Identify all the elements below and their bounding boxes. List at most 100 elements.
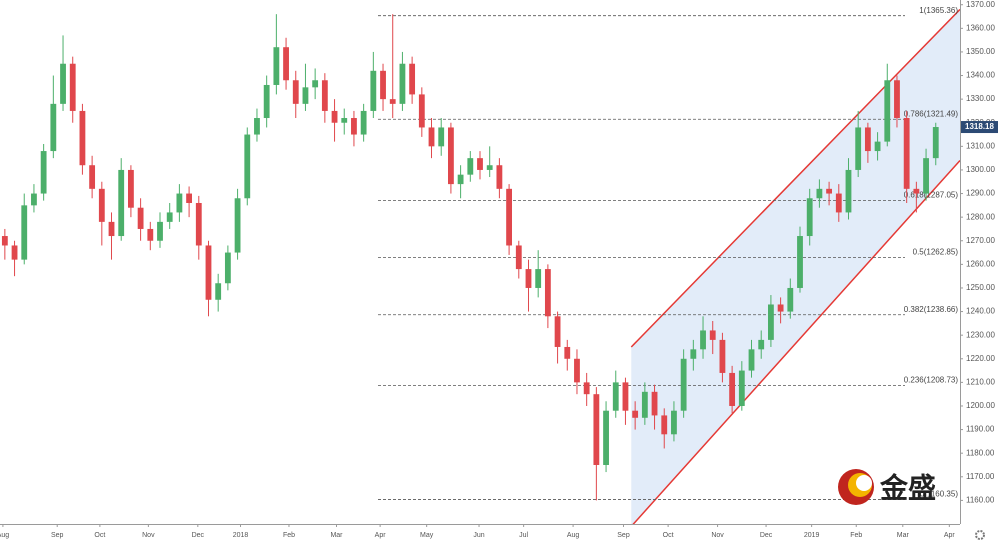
candle-body bbox=[535, 269, 542, 288]
candle-body bbox=[351, 118, 357, 135]
candle-body bbox=[738, 370, 745, 406]
candle-body bbox=[205, 245, 212, 300]
candle-body bbox=[486, 165, 493, 170]
candle-body bbox=[826, 188, 832, 194]
candle-body bbox=[341, 118, 348, 123]
fib-label: 0(1160.35) bbox=[920, 490, 958, 499]
candle-body bbox=[448, 127, 454, 185]
candle-body bbox=[79, 110, 86, 166]
candle-body bbox=[680, 358, 687, 411]
candle-body bbox=[418, 94, 425, 128]
channel-line bbox=[632, 160, 960, 524]
candle-body bbox=[554, 316, 561, 347]
candle-body bbox=[903, 118, 910, 189]
fib-label: 0.5(1262.85) bbox=[913, 248, 959, 257]
candle-body bbox=[467, 158, 474, 175]
x-tick-label: Jul bbox=[519, 532, 528, 539]
x-tick-label: Oct bbox=[94, 532, 105, 539]
y-tick-label: 1200.00 bbox=[966, 401, 995, 410]
candle-body bbox=[583, 382, 590, 395]
y-tick-label: 1210.00 bbox=[966, 377, 995, 386]
candle-body bbox=[147, 228, 154, 241]
candle-body bbox=[69, 63, 76, 111]
settings-gear[interactable] bbox=[975, 530, 985, 540]
candle-body bbox=[21, 205, 28, 260]
x-tick-label: Aug bbox=[567, 532, 580, 539]
fib-label: 0.236(1208.73) bbox=[904, 375, 959, 384]
candle-body bbox=[89, 165, 96, 189]
candle-body bbox=[923, 158, 929, 194]
candle-body bbox=[835, 193, 842, 213]
candle-body bbox=[612, 382, 619, 411]
logo-icon-cut bbox=[856, 475, 872, 491]
settings-icon[interactable] bbox=[975, 530, 985, 540]
price-label-box bbox=[961, 121, 998, 134]
candle-body bbox=[186, 193, 192, 203]
y-tick-label: 1180.00 bbox=[966, 448, 995, 457]
y-tick-label: 1170.00 bbox=[966, 472, 995, 481]
price-label: 1318.18 bbox=[965, 122, 994, 131]
candle-body bbox=[894, 80, 900, 119]
candle-body bbox=[118, 169, 125, 237]
candle-body bbox=[234, 198, 241, 253]
candle-body bbox=[176, 193, 183, 213]
candle-body bbox=[574, 358, 580, 383]
y-tick-label: 1360.00 bbox=[966, 23, 995, 32]
candle-body bbox=[593, 394, 600, 465]
candle-body bbox=[874, 141, 881, 152]
candle-body bbox=[855, 127, 862, 170]
y-tick-label: 1230.00 bbox=[966, 330, 995, 339]
candle-body bbox=[244, 134, 251, 199]
candle-body bbox=[283, 47, 289, 81]
candle-body bbox=[254, 118, 260, 135]
candle-body bbox=[312, 80, 319, 88]
candle-body bbox=[544, 269, 551, 317]
candle-body bbox=[729, 372, 736, 406]
candle-body bbox=[157, 221, 163, 241]
x-tick-label: Apr bbox=[375, 532, 387, 539]
x-tick-label: Aug bbox=[0, 532, 9, 539]
candle-body bbox=[108, 221, 115, 237]
candle-body bbox=[622, 382, 629, 411]
candle-body bbox=[428, 127, 435, 147]
candle-body bbox=[263, 84, 270, 119]
candle-body bbox=[224, 252, 231, 284]
candle-body bbox=[671, 410, 677, 435]
x-tick-label: Feb bbox=[850, 532, 862, 539]
candle-body bbox=[389, 99, 396, 104]
fib-label: 1(1365.36) bbox=[919, 6, 958, 15]
candle-body bbox=[137, 207, 144, 229]
x-tick-label: Mar bbox=[897, 532, 910, 539]
y-tick-label: 1290.00 bbox=[966, 189, 995, 198]
x-tick-label: May bbox=[420, 532, 434, 539]
x-tick-label: Jun bbox=[473, 532, 484, 539]
candle-body bbox=[632, 410, 639, 418]
y-tick-label: 1250.00 bbox=[966, 283, 995, 292]
candle-body bbox=[11, 245, 18, 260]
candle-body bbox=[758, 339, 765, 350]
fib-label: 0.786(1321.49) bbox=[904, 109, 959, 118]
candle-body bbox=[564, 346, 571, 359]
candle-body bbox=[884, 80, 891, 142]
candle-body bbox=[166, 212, 173, 222]
candle-body bbox=[719, 339, 726, 373]
x-tick-label: 2018 bbox=[233, 532, 249, 539]
candle-body bbox=[797, 236, 803, 288]
candle-body bbox=[700, 330, 706, 350]
channel-line bbox=[630, 8, 960, 348]
x-tick-label: Apr bbox=[944, 532, 956, 539]
candle-body bbox=[331, 110, 338, 123]
x-tick-label: Sep bbox=[51, 532, 64, 539]
y-tick-label: 1220.00 bbox=[966, 354, 995, 363]
candle-body bbox=[864, 127, 871, 152]
candle-body bbox=[1, 236, 8, 246]
x-tick-label: Feb bbox=[283, 532, 295, 539]
candle-body bbox=[651, 391, 658, 416]
candle-body bbox=[370, 70, 377, 111]
x-tick-label: Dec bbox=[192, 532, 205, 539]
fib-label: 0.382(1238.66) bbox=[904, 305, 959, 314]
candle-body bbox=[60, 63, 66, 104]
